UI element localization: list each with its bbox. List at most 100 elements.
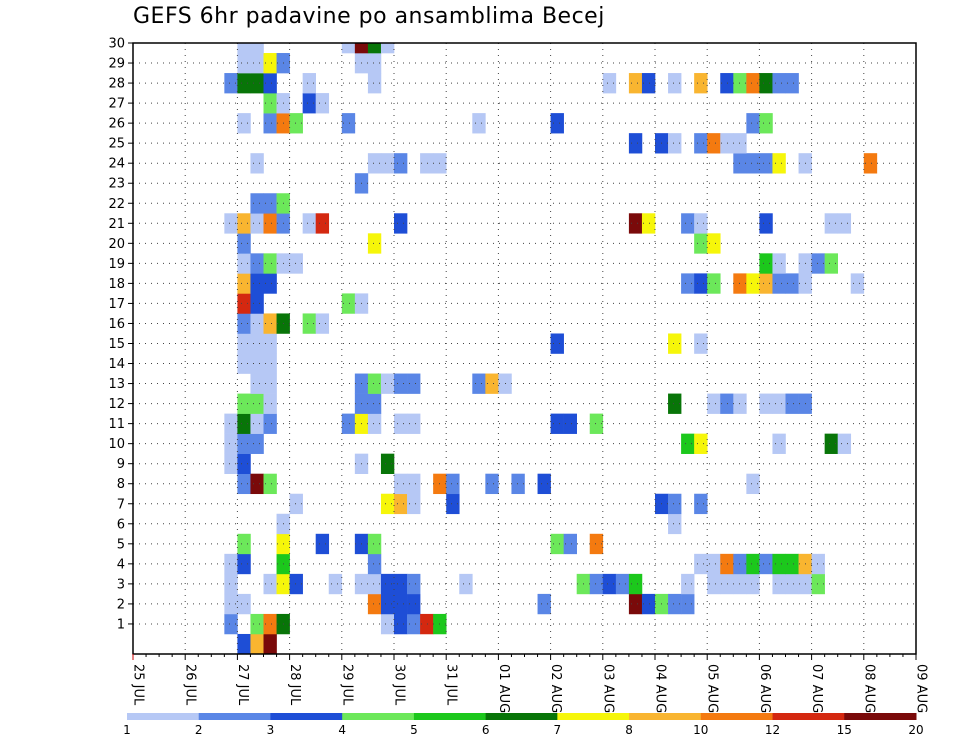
heatmap-cell bbox=[407, 373, 421, 394]
heatmap-cell bbox=[394, 613, 408, 635]
heatmap-cell bbox=[367, 73, 382, 94]
heatmap-cell bbox=[367, 43, 382, 54]
heatmap-cell bbox=[394, 413, 408, 434]
heatmap-cell bbox=[563, 533, 577, 555]
heatmap-cell bbox=[237, 633, 251, 655]
heatmap-cell bbox=[746, 73, 760, 94]
y-tick-label: 20 bbox=[108, 237, 125, 252]
heatmap-cell bbox=[681, 213, 695, 234]
heatmap-cell bbox=[668, 513, 682, 535]
heatmap-cell bbox=[759, 253, 773, 274]
x-tick-label: 29 JUL bbox=[339, 664, 354, 706]
colorbar-swatch bbox=[198, 713, 271, 720]
heatmap-cell bbox=[681, 573, 695, 595]
heatmap-cell bbox=[263, 413, 277, 434]
heatmap-cell bbox=[420, 153, 434, 174]
heatmap-cell bbox=[772, 573, 786, 595]
heatmap-cell bbox=[420, 613, 434, 635]
y-tick-label: 5 bbox=[117, 537, 125, 552]
heatmap-cell bbox=[746, 273, 760, 294]
heatmap-cell bbox=[250, 73, 264, 94]
heatmap-cell bbox=[263, 253, 277, 274]
heatmap-cell bbox=[720, 133, 734, 154]
y-tick-label: 6 bbox=[117, 517, 125, 532]
x-tick-label: 04 AUG bbox=[653, 664, 668, 713]
heatmap-cell bbox=[224, 453, 238, 474]
heatmap-cell bbox=[263, 73, 277, 94]
heatmap-cell bbox=[302, 213, 316, 234]
heatmap-cell bbox=[628, 573, 643, 595]
heatmap-cell bbox=[550, 413, 564, 434]
heatmap-cell bbox=[224, 553, 238, 575]
heatmap-cell bbox=[237, 313, 251, 334]
heatmap-cell bbox=[694, 233, 708, 254]
heatmap-cell bbox=[263, 393, 277, 414]
heatmap-cell bbox=[394, 493, 408, 515]
heatmap-cell bbox=[380, 153, 395, 174]
heatmap-cell bbox=[694, 333, 708, 354]
heatmap-cell bbox=[380, 43, 395, 54]
colorbar-swatch bbox=[772, 713, 845, 720]
x-tick-label: 09 AUG bbox=[914, 664, 929, 713]
heatmap-cell bbox=[746, 573, 760, 595]
heatmap-cell bbox=[250, 333, 264, 354]
heatmap-cell bbox=[237, 353, 251, 374]
heatmap-cell bbox=[615, 573, 630, 595]
heatmap-cell bbox=[263, 93, 277, 114]
heatmap-cell bbox=[237, 533, 251, 555]
heatmap-cell bbox=[720, 553, 734, 575]
heatmap-cell bbox=[289, 253, 303, 274]
heatmap-cell bbox=[237, 433, 251, 454]
heatmap-cell bbox=[341, 113, 356, 134]
x-tick-label: 03 AUG bbox=[600, 664, 615, 713]
heatmap-cell bbox=[694, 273, 708, 294]
heatmap-cell bbox=[785, 573, 799, 595]
heatmap-cell bbox=[746, 113, 760, 134]
y-tick-label: 27 bbox=[108, 97, 125, 112]
colorbar: 1 2 3 4 5 6 7 8 10 12 15 20 bbox=[123, 713, 924, 737]
heatmap-cell bbox=[772, 273, 786, 294]
colorbar-swatch bbox=[342, 713, 415, 720]
heatmap-cell bbox=[694, 553, 708, 575]
y-tick-label: 15 bbox=[108, 337, 125, 352]
colorbar-label: 1 bbox=[123, 723, 131, 737]
heatmap-cell bbox=[589, 573, 604, 595]
x-tick-label: 06 AUG bbox=[757, 664, 772, 713]
heatmap-cell bbox=[250, 353, 264, 374]
y-tick-label: 19 bbox=[108, 257, 125, 272]
heatmap-cell bbox=[641, 593, 656, 615]
heatmap-cell bbox=[407, 593, 421, 615]
colorbar-label: 2 bbox=[195, 723, 203, 737]
heatmap-cell bbox=[263, 193, 277, 214]
heatmap-cell bbox=[237, 553, 251, 575]
heatmap-cell bbox=[250, 433, 264, 454]
heatmap-cell bbox=[746, 473, 760, 495]
y-tick-label: 26 bbox=[108, 117, 125, 132]
y-tick-label: 12 bbox=[108, 397, 125, 412]
heatmap-cell bbox=[641, 213, 656, 234]
y-tick-label: 22 bbox=[108, 197, 125, 212]
heatmap-cell bbox=[394, 593, 408, 615]
x-tick-label: 07 AUG bbox=[809, 664, 824, 713]
heatmap-cell bbox=[237, 273, 251, 294]
heatmap-cell bbox=[237, 333, 251, 354]
colorbar-swatch bbox=[844, 713, 917, 720]
x-tick-label: 08 AUG bbox=[861, 664, 876, 713]
heatmap-cell bbox=[772, 253, 786, 274]
heatmap-cell bbox=[407, 493, 421, 515]
heatmap-cell bbox=[250, 393, 264, 414]
y-tick-label: 13 bbox=[108, 377, 125, 392]
heatmap-cell bbox=[263, 573, 277, 595]
heatmap-cell bbox=[250, 313, 264, 334]
heatmap-cell bbox=[628, 593, 643, 615]
heatmap-cell bbox=[250, 53, 264, 74]
heatmap-cell bbox=[237, 413, 251, 434]
heatmap-cell bbox=[446, 493, 460, 515]
heatmap-cell bbox=[302, 313, 316, 334]
heatmap-cell bbox=[250, 273, 264, 294]
heatmap-cell bbox=[720, 73, 734, 94]
heatmap-cell bbox=[707, 233, 721, 254]
heatmap-cell bbox=[263, 613, 277, 635]
heatmap-cell bbox=[341, 293, 356, 314]
